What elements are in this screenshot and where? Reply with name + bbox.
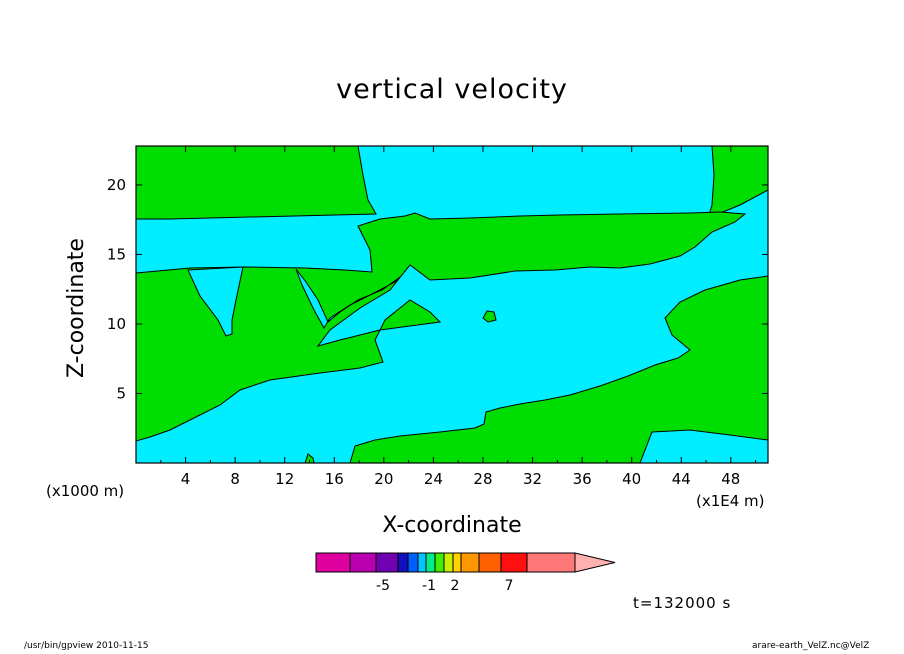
colorbar-label: 2 [451, 578, 460, 594]
time-label: t=132000 s [633, 594, 732, 612]
footer-left: /usr/bin/gpview 2010-11-15 [24, 641, 149, 651]
updraft-cell-bottom [304, 453, 315, 463]
colorbar-segment [500, 552, 528, 573]
x-tick-label: 36 [573, 470, 592, 488]
plot-frame [135, 145, 769, 464]
colorbar-segment [452, 552, 462, 573]
downdraft-spike-right [295, 268, 401, 329]
plot-area [135, 145, 769, 464]
colorbar-segment [407, 552, 419, 573]
updraft-cell-small [482, 310, 497, 323]
colorbar-label: -5 [376, 578, 390, 594]
x-tick-label: 8 [230, 470, 240, 488]
x-unit-label-right: (x1E4 m) [696, 492, 765, 510]
colorbar-segment [478, 552, 502, 573]
y-tick-label: 15 [107, 245, 126, 263]
colorbar-segment [349, 552, 377, 573]
y-tick-label: 20 [107, 176, 126, 194]
x-tick-label: 20 [374, 470, 393, 488]
colorbar-segment [443, 552, 454, 573]
downdraft-spike-left [187, 266, 244, 337]
colorbar: -5 -1 2 7 [315, 552, 616, 594]
x-tick-label: 16 [325, 470, 344, 488]
x-tick-label: 28 [473, 470, 492, 488]
colorbar-segment [397, 552, 409, 573]
chart-title: vertical velocity [336, 74, 568, 105]
x-tick-label: 44 [672, 470, 691, 488]
colorbar-segment [460, 552, 480, 573]
x-axis-ticks: 4 8 12 16 20 24 28 32 36 40 44 48 [160, 146, 757, 488]
colorbar-segment [315, 552, 351, 573]
colorbar-segment [417, 552, 427, 573]
footer-right: arare-earth_VelZ.nc@VelZ [752, 641, 870, 651]
colorbar-segment [434, 552, 445, 573]
x-axis-label-text: X-coordinate [382, 513, 522, 538]
updraft-region-lower-right [349, 275, 768, 463]
colorbar-segment [425, 552, 436, 573]
x-unit-label-left: (x1000 m) [46, 482, 125, 500]
updraft-region-upper-left [136, 146, 377, 220]
y-axis-ticks: 5 10 15 20 [107, 176, 768, 402]
colorbar-label: 7 [505, 578, 514, 594]
colorbar-segment [526, 552, 576, 573]
colorbar-label: -1 [422, 578, 436, 594]
y-tick-label: 5 [116, 384, 126, 402]
x-tick-label: 48 [721, 470, 740, 488]
x-tick-label: 40 [622, 470, 641, 488]
x-tick-label: 32 [523, 470, 542, 488]
x-tick-label: 24 [424, 470, 443, 488]
updraft-region-middle [136, 211, 747, 442]
x-tick-label: 4 [181, 470, 191, 488]
colorbar-segment [375, 552, 399, 573]
colorbar-extend-arrow [574, 552, 616, 573]
x-tick-label: 12 [275, 470, 294, 488]
x-axis-label: X-coordinate [0, 513, 904, 538]
y-tick-label: 10 [107, 315, 126, 333]
